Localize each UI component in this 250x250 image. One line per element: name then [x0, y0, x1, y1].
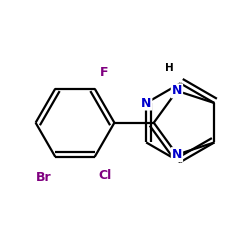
Text: N: N: [141, 96, 151, 110]
Text: Br: Br: [36, 171, 51, 184]
Text: N: N: [172, 84, 182, 97]
Text: F: F: [100, 66, 108, 79]
Text: N: N: [172, 148, 182, 161]
Text: Cl: Cl: [98, 168, 112, 181]
Text: H: H: [165, 64, 174, 74]
